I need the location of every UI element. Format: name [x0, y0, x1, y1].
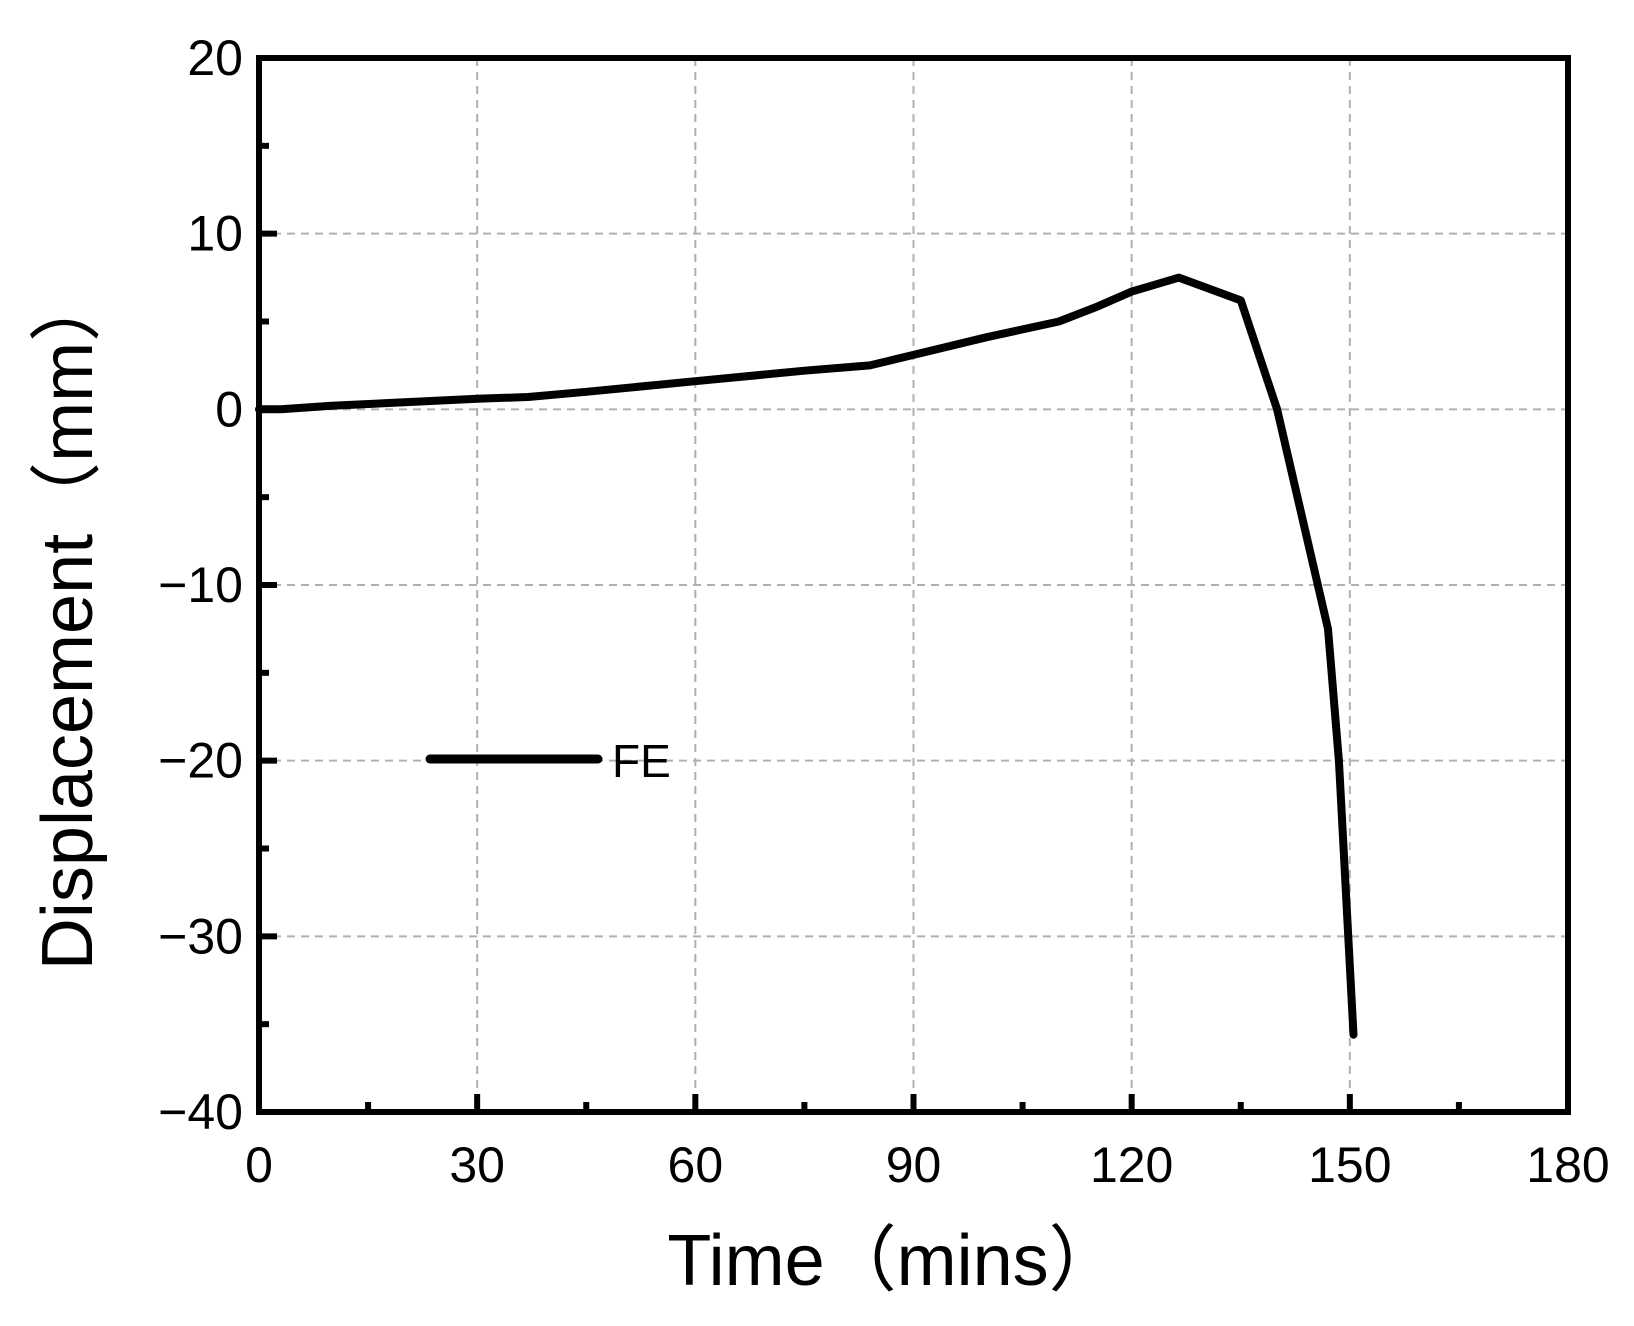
y-tick-label: −10 [158, 557, 243, 613]
y-tick-label: 0 [215, 381, 243, 437]
x-tick-label: 90 [886, 1137, 942, 1193]
x-axis-title: Time（mins） [667, 1221, 1120, 1301]
x-axis-tick-labels: 0 30 60 90 120 150 180 [245, 1137, 1610, 1193]
y-tick-label: −40 [158, 1084, 243, 1140]
legend-label-fe: FE [612, 735, 671, 787]
grid-lines [259, 58, 1568, 1112]
y-axis-tick-labels: 20 10 0 −10 −20 −30 −40 [158, 30, 243, 1140]
series-layer [255, 273, 1358, 1039]
x-tick-label: 60 [668, 1137, 724, 1193]
y-tick-label: 10 [187, 206, 243, 262]
x-tick-label: 150 [1308, 1137, 1391, 1193]
y-tick-label: −20 [158, 733, 243, 789]
series-line-fe [255, 273, 1358, 1039]
x-tick-label: 120 [1090, 1137, 1173, 1193]
y-tick-label: 20 [187, 30, 243, 86]
x-tick-label: 180 [1526, 1137, 1609, 1193]
y-axis-title: Displacement（mm） [28, 270, 108, 970]
x-tick-label: 30 [449, 1137, 505, 1193]
axis-ticks [256, 55, 1571, 1115]
legend: FE [425, 735, 671, 787]
x-tick-label: 0 [245, 1137, 273, 1193]
y-tick-label: −30 [158, 908, 243, 964]
